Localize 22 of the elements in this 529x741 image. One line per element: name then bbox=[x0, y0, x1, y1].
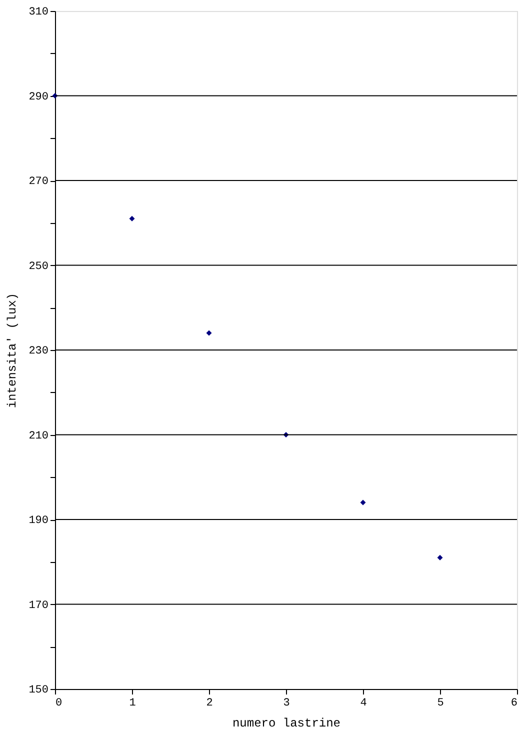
y-tick-label: 150 bbox=[28, 684, 48, 696]
point bbox=[360, 500, 366, 506]
y-tick-label: 210 bbox=[28, 430, 48, 442]
y-tick-label: 290 bbox=[28, 91, 48, 104]
y-axis-title: intensita' (lux) bbox=[6, 292, 20, 408]
x-tick-label: 4 bbox=[360, 698, 368, 710]
point bbox=[206, 330, 212, 336]
x-tick-label: 5 bbox=[437, 698, 444, 710]
x-tick-label: 2 bbox=[206, 698, 213, 710]
y-tick-label: 170 bbox=[28, 600, 48, 612]
x-axis-title: numero lastrine bbox=[232, 716, 341, 730]
x-tick-label: 3 bbox=[283, 698, 290, 710]
point bbox=[129, 216, 135, 222]
y-tick-label: 250 bbox=[28, 260, 48, 273]
y-tick-label: 190 bbox=[28, 515, 48, 527]
point bbox=[437, 554, 443, 560]
y-tick-label: 310 bbox=[28, 6, 48, 18]
x-tick-label: 0 bbox=[56, 698, 62, 710]
y-tick-label: 230 bbox=[28, 346, 48, 358]
x-tick-label: 1 bbox=[129, 698, 136, 710]
x-tick-label: 6 bbox=[510, 698, 518, 710]
y-tick-label: 270 bbox=[28, 176, 48, 188]
